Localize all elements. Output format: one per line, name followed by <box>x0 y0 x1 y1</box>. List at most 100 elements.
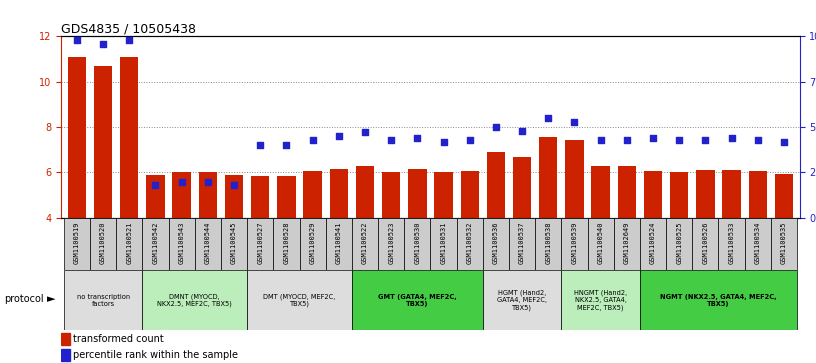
Text: GSM1100531: GSM1100531 <box>441 222 446 264</box>
Point <box>410 135 424 141</box>
Text: GSM1100544: GSM1100544 <box>205 222 211 264</box>
Point <box>490 124 503 130</box>
Text: GSM1100521: GSM1100521 <box>126 222 132 264</box>
Point <box>96 41 109 46</box>
Text: GSM1100545: GSM1100545 <box>231 222 237 264</box>
Point <box>122 37 135 43</box>
Bar <box>116 218 142 270</box>
Text: GSM1100523: GSM1100523 <box>388 222 394 264</box>
Text: GSM1100534: GSM1100534 <box>755 222 761 264</box>
Text: GSM1100540: GSM1100540 <box>597 222 604 264</box>
Bar <box>719 218 745 270</box>
Bar <box>670 172 689 218</box>
Bar <box>592 166 610 218</box>
Bar <box>748 171 767 218</box>
Bar <box>251 176 269 218</box>
Text: GSM1100522: GSM1100522 <box>362 222 368 264</box>
Point <box>672 137 685 143</box>
Bar <box>142 270 247 330</box>
Bar <box>404 218 431 270</box>
Point <box>358 130 371 135</box>
Point <box>698 137 712 143</box>
Text: GSM1100527: GSM1100527 <box>257 222 264 264</box>
Bar <box>640 218 666 270</box>
Bar <box>142 218 169 270</box>
Text: DMT (MYOCD, MEF2C,
TBX5): DMT (MYOCD, MEF2C, TBX5) <box>264 293 335 307</box>
Text: GSM1102649: GSM1102649 <box>624 222 630 264</box>
Bar <box>304 171 322 218</box>
Point <box>175 179 188 184</box>
Point <box>594 137 607 143</box>
Point <box>542 115 555 121</box>
Bar <box>299 218 326 270</box>
Bar <box>692 218 719 270</box>
Bar <box>382 172 401 218</box>
Text: GSM1100519: GSM1100519 <box>74 222 80 264</box>
Bar <box>169 218 195 270</box>
Text: GSM1100535: GSM1100535 <box>781 222 787 264</box>
Text: percentile rank within the sample: percentile rank within the sample <box>73 350 238 360</box>
Bar <box>408 169 427 218</box>
Point <box>70 37 83 43</box>
Point <box>463 137 477 143</box>
Text: GMT (GATA4, MEF2C,
TBX5): GMT (GATA4, MEF2C, TBX5) <box>378 294 457 307</box>
Bar <box>614 218 640 270</box>
Bar <box>644 171 663 218</box>
Text: GDS4835 / 10505438: GDS4835 / 10505438 <box>61 22 196 35</box>
Bar <box>771 218 797 270</box>
Bar <box>565 139 583 218</box>
Bar <box>198 172 217 218</box>
Text: GSM1100520: GSM1100520 <box>100 222 106 264</box>
Bar <box>277 176 295 218</box>
Bar <box>352 270 483 330</box>
Bar <box>561 270 640 330</box>
Bar <box>64 270 142 330</box>
Point <box>646 135 659 141</box>
Bar <box>273 218 299 270</box>
Bar <box>696 170 715 218</box>
Text: DMNT (MYOCD,
NKX2.5, MEF2C, TBX5): DMNT (MYOCD, NKX2.5, MEF2C, TBX5) <box>157 293 233 307</box>
Text: HGMT (Hand2,
GATA4, MEF2C,
TBX5): HGMT (Hand2, GATA4, MEF2C, TBX5) <box>497 290 547 311</box>
Point <box>437 139 450 144</box>
Point <box>752 137 765 143</box>
Bar <box>460 171 479 218</box>
Bar <box>509 218 535 270</box>
Bar <box>330 169 348 218</box>
Bar <box>61 349 70 362</box>
Bar <box>775 174 793 218</box>
Bar <box>356 166 375 218</box>
Bar <box>61 333 70 345</box>
Bar <box>745 218 771 270</box>
Point <box>202 179 215 184</box>
Bar <box>513 156 531 218</box>
Bar <box>68 57 86 218</box>
Point <box>280 142 293 148</box>
Bar <box>64 218 90 270</box>
Bar <box>90 218 116 270</box>
Bar <box>146 175 165 218</box>
Text: ►: ► <box>47 294 55 305</box>
Text: GSM1100526: GSM1100526 <box>703 222 708 264</box>
Text: GSM1100524: GSM1100524 <box>650 222 656 264</box>
Text: GSM1100529: GSM1100529 <box>309 222 316 264</box>
Bar <box>434 172 453 218</box>
Bar <box>225 175 243 218</box>
Bar <box>221 218 247 270</box>
Bar <box>195 218 221 270</box>
Bar <box>172 172 191 218</box>
Bar <box>539 137 557 218</box>
Bar <box>640 270 797 330</box>
Bar <box>120 57 139 218</box>
Text: GSM1100539: GSM1100539 <box>571 222 578 264</box>
Point <box>254 142 267 148</box>
Bar <box>618 166 636 218</box>
Bar <box>326 218 352 270</box>
Point <box>306 137 319 143</box>
Bar <box>457 218 483 270</box>
Point <box>332 133 345 139</box>
Text: GSM1100541: GSM1100541 <box>336 222 342 264</box>
Point <box>149 182 162 188</box>
Text: GSM1100538: GSM1100538 <box>545 222 552 264</box>
Point <box>384 137 397 143</box>
Bar <box>535 218 561 270</box>
